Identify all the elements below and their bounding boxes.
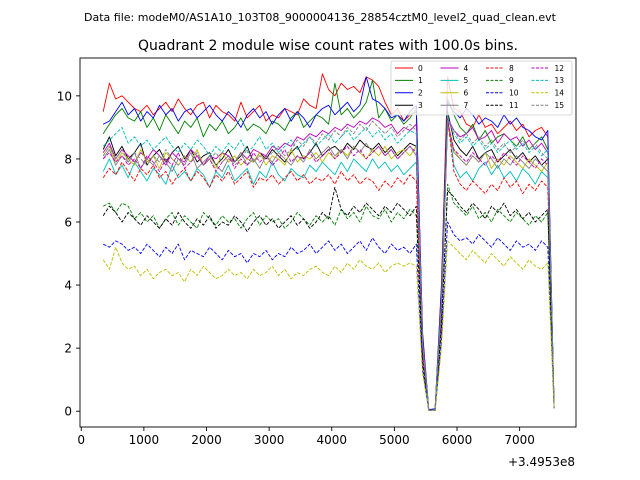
plot-area: 0 1000 2000 3000 4000 5000 6000 700002468100123… [57,57,577,447]
series-line-4 [102,117,555,412]
series-line-12 [102,120,555,412]
legend-label-3: 3 [418,101,423,110]
legend-label-4: 4 [464,64,469,73]
series-line-5 [102,114,555,412]
series-line-1 [102,79,555,412]
legend-label-14: 14 [555,89,565,98]
legend-frame [390,60,573,116]
series-line-15 [102,120,555,412]
y-tick-label: 2 [64,342,72,356]
legend-label-5: 5 [464,76,469,85]
legend-label-10: 10 [509,89,519,98]
series-line-8 [102,117,555,412]
legend-label-0: 0 [418,64,423,73]
legend-label-12: 12 [555,64,565,73]
x-tick-label: 7000 [504,433,535,447]
series-line-7 [102,123,555,412]
legend-label-13: 13 [555,76,565,85]
y-tick-label: 8 [64,152,72,166]
x-tick-label: 3000 [254,433,285,447]
legend-label-2: 2 [418,89,423,98]
chart-title: Quadrant 2 module wise count rates with … [138,38,518,54]
series-line-10 [102,221,555,412]
x-tick-label: 2000 [191,433,222,447]
x-tick-label: 6000 [442,433,473,447]
legend-label-7: 7 [464,101,469,110]
series-line-11 [102,186,555,412]
series-line-2 [102,76,555,411]
x-offset-label: +3.4953e8 [508,455,575,469]
x-tick-label: 5000 [379,433,410,447]
y-tick-label: 4 [64,279,72,293]
legend-label-15: 15 [555,101,565,110]
y-tick-label: 0 [64,405,72,419]
legend-label-11: 11 [509,101,519,110]
legend-label-8: 8 [509,64,514,73]
legend-label-6: 6 [464,89,469,98]
series-line-13 [102,117,555,412]
legend-label-1: 1 [418,76,423,85]
x-tick-label: 0 [77,433,85,447]
series-line-9 [102,183,555,412]
x-tick-label: 1000 [129,433,160,447]
x-tick-label: 4000 [316,433,347,447]
file-suptitle: Data file: modeM0/AS1A10_103T08_90000041… [84,11,557,24]
series-line-14 [102,240,555,412]
y-tick-label: 6 [64,216,72,230]
series-lines [102,73,555,412]
legend-label-9: 9 [509,76,514,85]
axes-frame [79,57,577,428]
y-tick-label: 10 [57,89,72,103]
